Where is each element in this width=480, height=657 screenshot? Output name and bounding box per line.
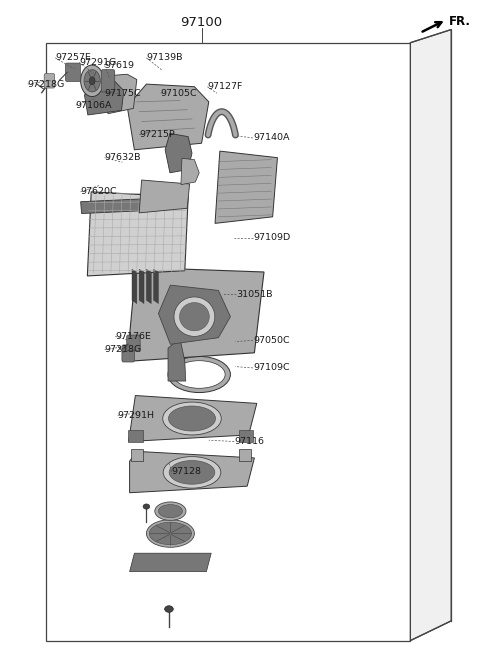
Text: 97105C: 97105C <box>161 89 197 98</box>
Polygon shape <box>410 30 451 641</box>
Polygon shape <box>130 553 211 572</box>
Polygon shape <box>84 81 124 115</box>
Ellipse shape <box>158 505 182 518</box>
Text: 97218G: 97218G <box>28 79 65 89</box>
Text: 97109D: 97109D <box>253 233 290 242</box>
Text: 97291H: 97291H <box>118 411 155 420</box>
Polygon shape <box>81 198 154 214</box>
Text: 97127F: 97127F <box>207 82 243 91</box>
Polygon shape <box>129 396 257 442</box>
Ellipse shape <box>149 522 192 545</box>
Ellipse shape <box>155 502 186 520</box>
Ellipse shape <box>173 361 225 388</box>
Text: 97109C: 97109C <box>253 363 289 373</box>
FancyBboxPatch shape <box>101 70 115 92</box>
Text: 97619: 97619 <box>105 61 134 70</box>
Polygon shape <box>128 430 143 442</box>
Ellipse shape <box>84 70 100 92</box>
Ellipse shape <box>163 402 221 435</box>
Ellipse shape <box>169 461 215 484</box>
Text: 97257E: 97257E <box>55 53 91 62</box>
FancyBboxPatch shape <box>122 345 134 362</box>
Polygon shape <box>239 449 251 461</box>
Ellipse shape <box>174 297 215 336</box>
Ellipse shape <box>143 504 150 509</box>
Polygon shape <box>127 267 264 361</box>
Text: 97632B: 97632B <box>105 153 141 162</box>
Polygon shape <box>168 338 186 381</box>
Text: 97215P: 97215P <box>139 130 175 139</box>
Polygon shape <box>181 158 199 185</box>
Ellipse shape <box>168 356 230 393</box>
Ellipse shape <box>163 457 221 488</box>
Polygon shape <box>131 449 143 461</box>
Polygon shape <box>87 192 188 276</box>
Polygon shape <box>105 74 137 114</box>
Polygon shape <box>132 269 137 304</box>
Text: 97176E: 97176E <box>115 332 151 341</box>
Polygon shape <box>46 43 410 641</box>
Text: 97100: 97100 <box>180 16 223 29</box>
Text: 31051B: 31051B <box>236 290 273 299</box>
Polygon shape <box>215 151 277 223</box>
Ellipse shape <box>146 520 194 547</box>
Polygon shape <box>239 430 253 442</box>
Text: 97218G: 97218G <box>105 345 142 354</box>
Text: FR.: FR. <box>449 14 471 28</box>
Text: 97050C: 97050C <box>253 336 289 345</box>
Text: 97291G: 97291G <box>79 58 117 67</box>
Text: 97139B: 97139B <box>146 53 183 62</box>
Text: 97116: 97116 <box>234 437 264 446</box>
Polygon shape <box>154 269 158 304</box>
Ellipse shape <box>81 65 104 97</box>
Polygon shape <box>139 180 190 213</box>
Ellipse shape <box>180 302 209 331</box>
Text: 97175C: 97175C <box>105 89 141 98</box>
Polygon shape <box>165 133 192 173</box>
Ellipse shape <box>89 77 95 85</box>
Polygon shape <box>139 269 144 304</box>
Polygon shape <box>127 84 209 150</box>
FancyBboxPatch shape <box>44 74 55 88</box>
Polygon shape <box>146 269 151 304</box>
Text: 97128: 97128 <box>172 467 202 476</box>
Ellipse shape <box>165 606 173 612</box>
FancyBboxPatch shape <box>127 335 140 351</box>
Text: 97106A: 97106A <box>76 101 112 110</box>
Polygon shape <box>158 285 230 344</box>
Text: 97620C: 97620C <box>81 187 117 196</box>
Text: 97140A: 97140A <box>253 133 289 143</box>
Ellipse shape <box>168 406 216 431</box>
Polygon shape <box>130 451 254 493</box>
FancyBboxPatch shape <box>65 63 80 81</box>
